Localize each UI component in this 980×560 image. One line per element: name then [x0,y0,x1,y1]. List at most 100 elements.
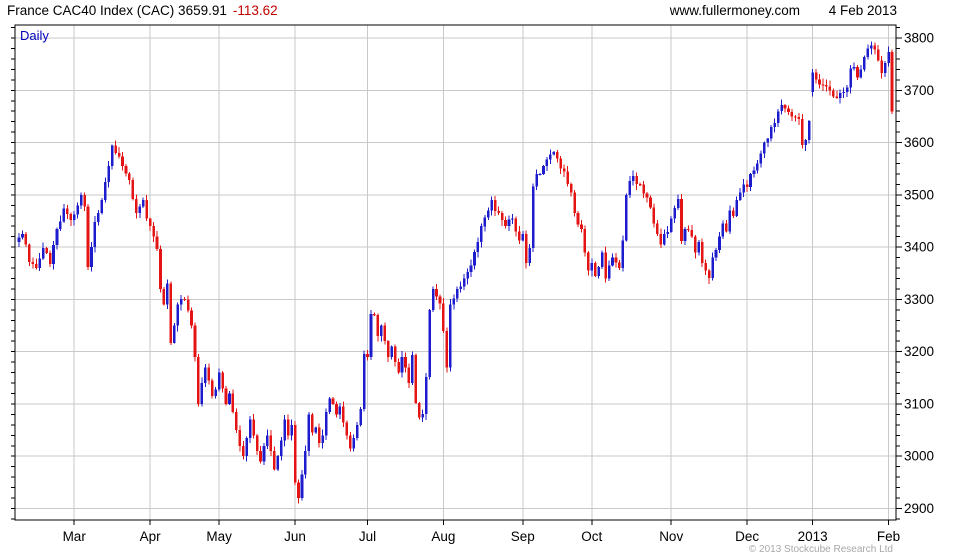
candle [241,440,245,460]
x-axis-label: Feb [877,529,900,544]
candle [411,351,414,385]
candle [24,231,28,247]
candle [255,433,259,456]
candle [549,149,552,164]
candle [769,125,773,142]
candle [34,258,38,270]
candle [683,227,687,246]
plot-border [14,24,897,521]
candle [28,243,31,267]
candle [614,252,618,268]
site-url-label: www.fullermoney.com [669,3,800,18]
candle [428,308,431,380]
candle [645,191,649,203]
candle [483,215,487,232]
x-axis-label: Jun [284,529,306,544]
candle [276,455,280,471]
candle [235,408,238,433]
candle [338,402,342,419]
x-axis-label: Mar [63,529,87,544]
candle [649,195,652,210]
candle [431,286,435,313]
candle [621,235,625,272]
candle [31,257,35,269]
candle [38,252,41,272]
candle [828,80,832,96]
candle [266,429,269,450]
price-change: -113.62 [232,3,278,18]
x-axis-label: Aug [431,529,455,544]
candle [311,412,314,436]
candle [807,120,811,144]
candle [21,230,24,240]
candle [507,215,511,232]
candle [45,246,48,254]
candle [380,324,383,342]
candle [580,220,583,233]
candle [317,423,321,448]
candle [718,231,721,253]
candle [52,240,55,270]
page-title: France CAC40 Index (CAC) 3659.91 -113.62 [7,3,278,18]
candle [193,322,197,362]
candle [169,281,173,346]
candle [486,207,490,221]
candle [166,279,169,310]
candle [493,196,497,217]
candle [103,177,107,203]
candle [217,368,221,392]
candle [876,44,880,62]
candle [521,230,525,242]
candle [355,421,359,441]
candle [155,231,159,252]
candle [269,430,273,457]
candle [283,414,286,447]
candle [110,144,114,170]
y-axis-label: 3500 [904,187,934,202]
x-axis-label: Sep [511,529,535,544]
candle [224,385,228,406]
candle [362,350,366,412]
candle [804,139,808,151]
y-axis-label: 3400 [904,240,934,255]
y-axis-label: 3800 [904,31,934,46]
candle [669,216,673,234]
candle [687,225,690,232]
candle [704,259,707,275]
candle [207,363,211,385]
candle [673,205,676,223]
candle [711,252,714,281]
candle [863,55,866,72]
candle [497,206,500,215]
candle [186,295,190,313]
x-axis-label: Oct [581,529,602,544]
candle [100,197,104,215]
x-axis-label: 2013 [798,529,828,544]
chart-date-label: 4 Feb 2013 [828,3,897,18]
candle [390,345,393,360]
candle [576,210,580,227]
candle [800,113,804,149]
candle [159,245,162,293]
candle [117,147,121,159]
candle [417,401,421,420]
candle [79,192,83,210]
candle [538,172,542,176]
candle [393,344,397,367]
candle [697,240,701,256]
candle [559,156,563,174]
candle [707,269,711,284]
candle [618,259,621,270]
candle [773,118,776,133]
candle [752,166,756,178]
x-axis-label: Dec [735,529,759,544]
candle [359,406,362,427]
candle [83,192,86,211]
candle [414,353,418,405]
candle [300,470,304,501]
candlestick-series [17,41,894,504]
instrument-title: France CAC40 Index (CAC) 3659.91 [7,3,227,18]
candle [625,193,628,242]
candle [373,312,376,316]
